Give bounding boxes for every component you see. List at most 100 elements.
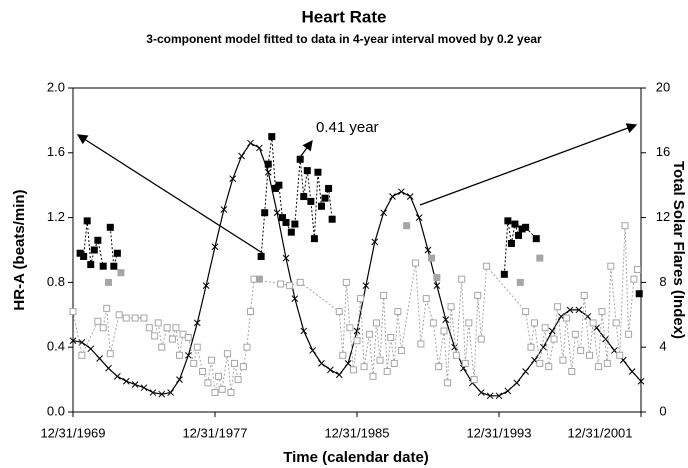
marker bbox=[362, 282, 370, 289]
x-tick-label: 12/31/1977 bbox=[182, 425, 247, 440]
y-tick-label: 0.0 bbox=[47, 403, 65, 418]
y2-axis-label: Total Solar Flares (Index) bbox=[670, 161, 687, 339]
marker bbox=[412, 259, 420, 267]
marker bbox=[243, 343, 251, 351]
marker bbox=[131, 381, 139, 388]
marker bbox=[465, 319, 473, 327]
marker bbox=[335, 371, 343, 379]
marker bbox=[199, 368, 207, 375]
marker bbox=[633, 265, 641, 273]
marker bbox=[507, 240, 515, 248]
marker bbox=[318, 360, 325, 367]
marker bbox=[99, 262, 107, 270]
marker bbox=[435, 363, 443, 371]
series-line bbox=[72, 142, 642, 397]
marker bbox=[616, 351, 624, 359]
marker bbox=[257, 252, 265, 260]
marker bbox=[300, 193, 308, 201]
marker bbox=[628, 368, 636, 375]
marker bbox=[227, 389, 235, 397]
marker bbox=[515, 231, 523, 239]
marker bbox=[532, 235, 540, 243]
marker bbox=[211, 243, 219, 251]
marker bbox=[310, 235, 318, 243]
marker bbox=[176, 351, 183, 359]
marker bbox=[545, 363, 553, 371]
marker bbox=[278, 214, 286, 222]
marker bbox=[296, 278, 304, 286]
marker bbox=[458, 275, 466, 283]
series-line bbox=[80, 137, 639, 294]
marker bbox=[238, 152, 245, 160]
marker bbox=[346, 324, 354, 332]
marker bbox=[383, 368, 391, 375]
marker bbox=[282, 218, 290, 226]
marker bbox=[328, 215, 336, 223]
marker bbox=[113, 249, 121, 257]
y2-tick-label: 16 bbox=[656, 144, 670, 159]
chart-title: Heart Rate bbox=[301, 7, 386, 26]
marker bbox=[94, 236, 102, 244]
marker bbox=[568, 368, 576, 375]
marker bbox=[433, 282, 441, 289]
marker bbox=[598, 308, 606, 316]
marker bbox=[99, 324, 107, 332]
marker bbox=[522, 308, 530, 316]
marker bbox=[353, 337, 361, 345]
marker bbox=[566, 306, 574, 314]
marker bbox=[357, 295, 365, 303]
marker bbox=[140, 384, 148, 392]
marker bbox=[451, 343, 458, 351]
marker bbox=[94, 317, 102, 325]
marker bbox=[602, 335, 609, 343]
marker bbox=[398, 188, 405, 196]
marker bbox=[314, 168, 322, 176]
y2-tick-label: 4 bbox=[659, 339, 666, 354]
marker bbox=[415, 214, 423, 221]
marker bbox=[612, 319, 620, 327]
marker bbox=[204, 379, 212, 387]
marker bbox=[114, 373, 121, 380]
marker bbox=[477, 389, 485, 396]
x-tick-label: 12/31/2001 bbox=[567, 425, 632, 440]
marker bbox=[167, 389, 174, 396]
marker bbox=[145, 324, 153, 332]
marker bbox=[131, 314, 139, 322]
marker bbox=[202, 282, 210, 289]
marker bbox=[211, 389, 219, 397]
marker bbox=[380, 291, 388, 299]
marker bbox=[318, 202, 325, 210]
marker bbox=[303, 167, 311, 175]
marker bbox=[548, 327, 556, 335]
marker bbox=[541, 324, 549, 332]
marker bbox=[80, 252, 88, 260]
marker bbox=[536, 359, 544, 367]
marker bbox=[327, 366, 334, 374]
marker bbox=[394, 308, 402, 316]
marker bbox=[247, 139, 254, 147]
marker bbox=[406, 193, 414, 200]
marker bbox=[554, 303, 562, 311]
marker bbox=[603, 359, 611, 367]
marker bbox=[635, 290, 643, 298]
marker bbox=[511, 220, 519, 228]
marker bbox=[90, 246, 98, 254]
marker bbox=[513, 379, 521, 387]
marker bbox=[575, 306, 583, 314]
marker bbox=[474, 291, 482, 299]
marker bbox=[630, 275, 638, 283]
marker bbox=[140, 314, 148, 322]
marker bbox=[589, 319, 597, 327]
marker bbox=[325, 184, 333, 192]
marker bbox=[349, 366, 357, 374]
marker bbox=[193, 319, 201, 327]
marker bbox=[163, 324, 171, 332]
marker bbox=[96, 355, 103, 362]
marker bbox=[522, 223, 530, 231]
marker bbox=[562, 314, 570, 322]
marker bbox=[158, 343, 166, 351]
marker bbox=[223, 350, 231, 358]
marker bbox=[282, 254, 290, 262]
y-tick-label: 1.6 bbox=[47, 144, 65, 159]
